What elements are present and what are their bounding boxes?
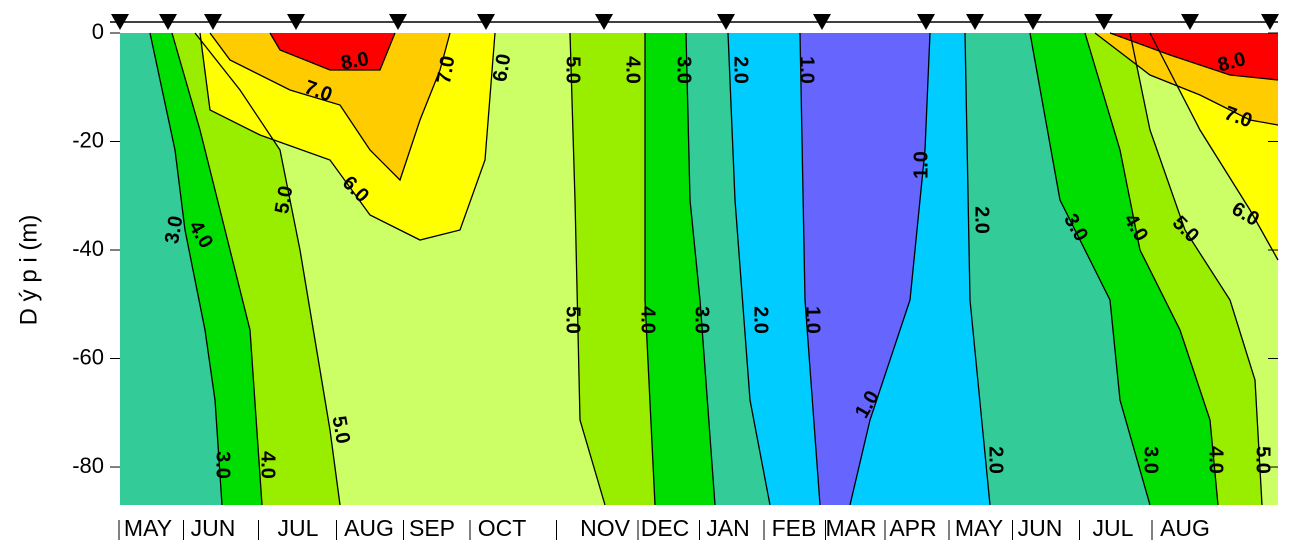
x-tick-label: JUL xyxy=(1093,515,1134,541)
contour-label: 3.0 xyxy=(1140,446,1162,474)
y-tick-label: 0 xyxy=(92,19,104,44)
sample-marker xyxy=(389,14,407,30)
sample-marker xyxy=(287,14,305,30)
sample-marker xyxy=(1024,14,1042,30)
contour-band xyxy=(195,33,605,505)
sample-marker xyxy=(159,14,177,30)
contour-label: 1.0 xyxy=(910,151,932,179)
isoline xyxy=(194,32,341,506)
contour-label: 2.0 xyxy=(971,206,993,234)
isoline xyxy=(1129,32,1263,506)
contour-label: 2.0 xyxy=(730,56,752,84)
sample-marker xyxy=(204,14,222,30)
isoline xyxy=(1109,32,1279,81)
isoline xyxy=(569,32,606,506)
contour-band xyxy=(210,33,450,180)
isoline xyxy=(1094,32,1279,126)
x-tick-label: MAY xyxy=(955,515,1003,541)
sample-marker xyxy=(917,14,935,30)
x-tick-label: OCT xyxy=(478,515,527,541)
x-tick-label: AUG xyxy=(344,515,394,541)
x-tick-label: NOV xyxy=(580,515,631,541)
isoline xyxy=(727,32,771,506)
isoline xyxy=(1084,32,1219,506)
sample-marker xyxy=(595,14,613,30)
contour-label: 4.0 xyxy=(622,56,644,84)
isoline xyxy=(209,32,451,182)
x-tick-label: FEB xyxy=(772,515,817,541)
sample-marker xyxy=(1181,14,1199,30)
isoline xyxy=(964,32,991,506)
x-tick-label: DEC xyxy=(641,515,690,541)
x-tick-label: SEP xyxy=(409,515,455,541)
y-axis-label: D ý p i (m) xyxy=(15,215,42,326)
isoline xyxy=(799,32,821,506)
x-tick-label: MAR xyxy=(825,515,876,541)
contour-label: 3.0 xyxy=(212,451,234,479)
contour-label: 6.0 xyxy=(489,52,515,83)
y-tick-label: -20 xyxy=(72,127,104,152)
sample-marker xyxy=(1261,14,1279,30)
isoline xyxy=(269,32,396,71)
x-tick-label: JUN xyxy=(1018,515,1063,541)
contour-band xyxy=(270,33,395,70)
isoline xyxy=(644,33,656,506)
contour-label: 8.0 xyxy=(339,48,370,74)
isoline xyxy=(1149,32,1279,261)
contour-label: 3.0 xyxy=(161,214,187,245)
contour-label: 3.0 xyxy=(673,56,695,84)
contour-label: 4.0 xyxy=(637,306,659,334)
x-tick-label: JUN xyxy=(191,515,236,541)
isoline xyxy=(149,32,223,506)
isoline xyxy=(685,32,716,506)
contour-band xyxy=(1110,33,1278,80)
contour-label: 4.0 xyxy=(1205,446,1227,474)
contour-band xyxy=(800,33,930,505)
x-tick-label: JAN xyxy=(706,515,749,541)
contour-label: 2.0 xyxy=(750,306,772,334)
contour-label: 5.0 xyxy=(562,306,584,334)
sample-marker xyxy=(966,14,984,30)
y-tick-label: -60 xyxy=(72,344,104,369)
isoline xyxy=(171,32,263,506)
isoline xyxy=(849,32,931,506)
contour-label: 1.0 xyxy=(796,56,818,84)
contour-label: 5.0 xyxy=(1252,446,1274,474)
isoline xyxy=(199,32,496,241)
contour-label: 2.0 xyxy=(985,446,1007,474)
sample-marker xyxy=(477,14,495,30)
x-tick-label: JUL xyxy=(278,515,319,541)
contour-label: 3.0 xyxy=(691,306,713,334)
contour-label: 7.0 xyxy=(433,54,459,85)
x-tick-label: AUG xyxy=(1160,515,1210,541)
sample-marker xyxy=(1095,14,1113,30)
isoline xyxy=(1029,32,1151,506)
contour-label: 5.0 xyxy=(271,184,297,215)
contour-label: 1.0 xyxy=(802,306,824,334)
contour-label: 5.0 xyxy=(562,56,584,84)
y-tick-label: -80 xyxy=(72,453,104,478)
sample-marker xyxy=(111,14,129,30)
contour-label: 4.0 xyxy=(257,451,279,479)
contour-label: 5.0 xyxy=(327,414,353,445)
sample-marker xyxy=(717,14,735,30)
x-tick-label: MAY xyxy=(124,515,172,541)
x-tick-label: APR xyxy=(889,515,936,541)
sample-marker xyxy=(813,14,831,30)
y-tick-label: -40 xyxy=(72,236,104,261)
